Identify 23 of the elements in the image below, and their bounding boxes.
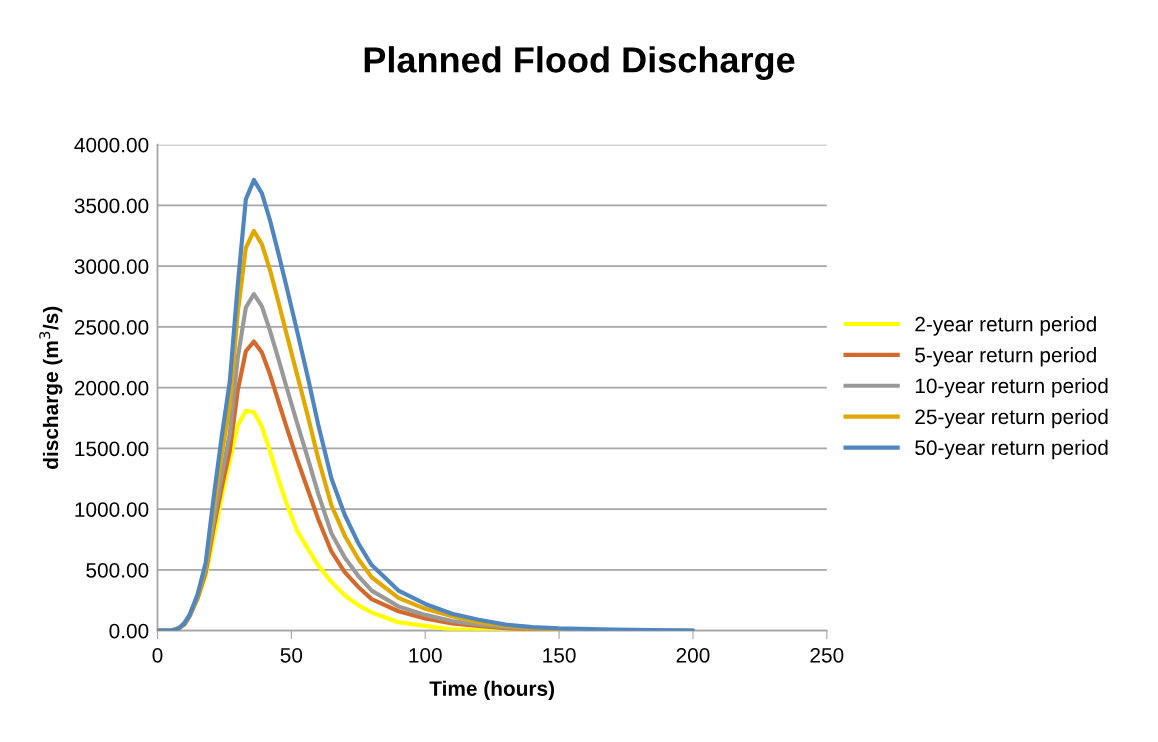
y-tick-label: 2500.00 [74,319,149,335]
legend-label: 25-year return period [915,408,1108,429]
x-tick-label: 50 [280,647,303,663]
x-tick-label: 100 [409,647,442,663]
legend-label: 50-year return period [915,439,1108,460]
x-axis-title: Time (hours) [429,680,555,701]
y-tick-label: 3500.00 [74,198,149,214]
legend-label: 5-year return period [915,347,1096,367]
chart-title: Planned Flood Discharge [364,46,795,80]
y-tick-label: 500.00 [86,562,149,578]
x-tick-label: 0 [152,647,163,663]
x-tick-label: 250 [810,647,844,663]
y-tick-label: 3000.00 [74,259,149,274]
legend-label: 2-year return period [915,316,1096,336]
y-tick-label: 4000.00 [74,137,149,153]
legend-label: 10-year return period [915,377,1108,398]
y-tick-label: 1500.00 [75,441,149,457]
y-tick-label: 0.00 [109,623,149,639]
x-tick-label: 150 [543,647,576,663]
x-tick-label: 200 [676,647,710,663]
y-tick-label: 1000.00 [75,502,149,517]
y-tick-label: 2000.00 [74,380,149,396]
y-axis-title: discharge (m$^{3}$/s) [39,306,63,469]
